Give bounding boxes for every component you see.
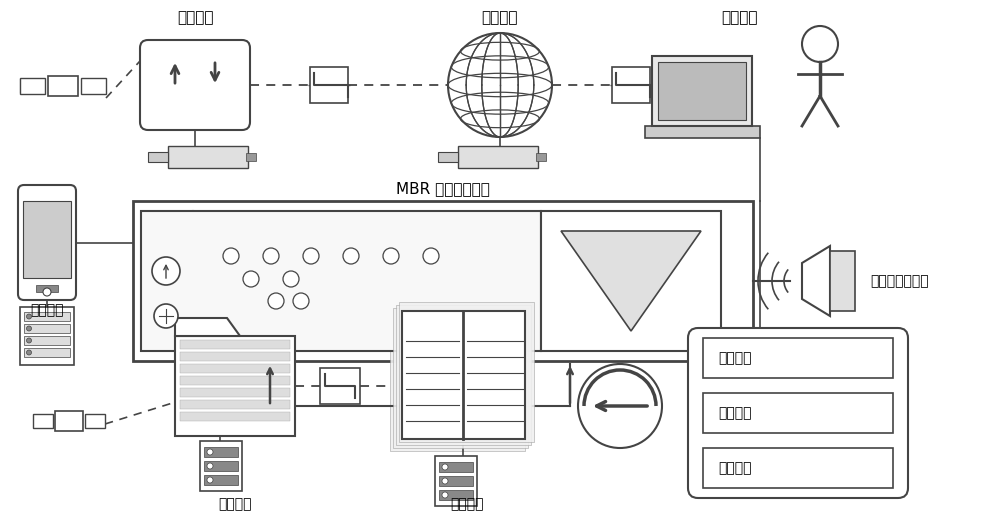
- Bar: [458, 146, 538, 168]
- Bar: [652, 56, 752, 126]
- Bar: [200, 441, 242, 491]
- Bar: [133, 201, 753, 361]
- Circle shape: [207, 449, 213, 455]
- Text: MBR 处理污水过程: MBR 处理污水过程: [396, 181, 490, 197]
- FancyBboxPatch shape: [140, 40, 250, 130]
- Bar: [141, 211, 541, 351]
- Circle shape: [578, 364, 662, 448]
- Circle shape: [263, 248, 279, 264]
- Circle shape: [802, 26, 838, 62]
- Bar: [204, 447, 238, 457]
- Bar: [180, 352, 290, 361]
- Text: 设备调试: 设备调试: [718, 406, 752, 420]
- Bar: [148, 152, 168, 162]
- Circle shape: [268, 293, 284, 309]
- Circle shape: [442, 478, 448, 484]
- Bar: [180, 400, 290, 409]
- Bar: [180, 340, 290, 349]
- Text: 网络传输: 网络传输: [482, 11, 518, 25]
- Circle shape: [43, 288, 51, 296]
- Circle shape: [207, 463, 213, 469]
- Circle shape: [303, 248, 319, 264]
- Circle shape: [442, 464, 448, 470]
- Bar: [612, 67, 650, 103]
- Circle shape: [207, 477, 213, 483]
- Bar: [168, 146, 248, 168]
- Circle shape: [423, 248, 439, 264]
- Circle shape: [448, 33, 552, 137]
- Bar: [310, 67, 348, 103]
- Text: 设备维护: 设备维护: [718, 461, 752, 475]
- Bar: [703, 338, 893, 378]
- Bar: [55, 411, 83, 431]
- Polygon shape: [561, 231, 701, 331]
- Circle shape: [26, 314, 32, 319]
- Bar: [830, 251, 855, 311]
- Circle shape: [442, 492, 448, 498]
- Bar: [536, 153, 546, 161]
- Bar: [33, 414, 53, 428]
- Bar: [435, 456, 477, 506]
- Polygon shape: [175, 318, 240, 336]
- Bar: [36, 285, 58, 292]
- Bar: [439, 462, 473, 472]
- Bar: [20, 78, 45, 94]
- Bar: [246, 153, 256, 161]
- Bar: [658, 62, 746, 120]
- Bar: [23, 201, 71, 278]
- FancyBboxPatch shape: [688, 328, 908, 498]
- Circle shape: [223, 248, 239, 264]
- Bar: [48, 76, 78, 96]
- Bar: [438, 152, 458, 162]
- Bar: [390, 311, 525, 451]
- Text: 人机交互: 人机交互: [722, 11, 758, 25]
- Bar: [396, 305, 531, 445]
- Text: 数据存储: 数据存储: [218, 497, 252, 511]
- Circle shape: [152, 257, 180, 285]
- Text: 接口协议: 接口协议: [177, 11, 213, 25]
- Bar: [393, 308, 528, 448]
- Bar: [85, 414, 105, 428]
- Bar: [24, 336, 70, 345]
- Text: 仪表显示: 仪表显示: [30, 303, 64, 317]
- Text: 设备安装: 设备安装: [718, 351, 752, 365]
- Bar: [24, 312, 70, 321]
- Bar: [204, 461, 238, 471]
- Bar: [204, 475, 238, 485]
- Circle shape: [26, 326, 32, 331]
- Circle shape: [383, 248, 399, 264]
- Bar: [541, 211, 721, 351]
- Bar: [24, 324, 70, 333]
- Circle shape: [243, 271, 259, 287]
- Circle shape: [283, 271, 299, 287]
- Bar: [402, 311, 525, 439]
- Bar: [399, 302, 534, 442]
- Circle shape: [26, 350, 32, 355]
- Circle shape: [154, 304, 178, 328]
- Bar: [439, 490, 473, 500]
- Bar: [175, 336, 295, 436]
- Circle shape: [343, 248, 359, 264]
- Circle shape: [293, 293, 309, 309]
- Bar: [320, 368, 360, 404]
- Bar: [180, 376, 290, 385]
- Bar: [645, 126, 760, 138]
- Circle shape: [26, 338, 32, 343]
- Bar: [180, 388, 290, 397]
- Bar: [439, 476, 473, 486]
- Text: 出水透水率预测: 出水透水率预测: [870, 274, 929, 288]
- Polygon shape: [802, 246, 830, 316]
- Bar: [81, 78, 106, 94]
- FancyBboxPatch shape: [18, 185, 76, 300]
- Bar: [24, 348, 70, 357]
- Bar: [703, 393, 893, 433]
- Bar: [180, 364, 290, 373]
- Bar: [20, 307, 74, 365]
- Bar: [180, 412, 290, 421]
- Bar: [703, 448, 893, 488]
- Text: 过程测量: 过程测量: [450, 497, 484, 511]
